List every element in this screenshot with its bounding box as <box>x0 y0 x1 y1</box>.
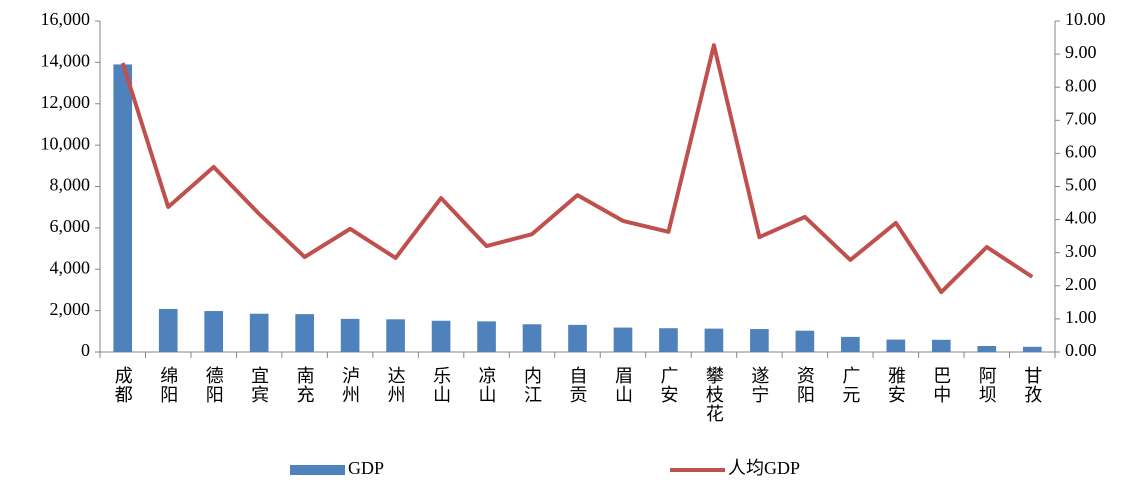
y-tick-label: 12,000 <box>41 92 91 112</box>
y-tick-label: 0 <box>81 340 90 360</box>
x-tick-label: 泸州 <box>340 366 360 404</box>
bar <box>931 339 951 352</box>
bar <box>158 308 178 352</box>
bar <box>886 339 906 352</box>
x-tick-label: 广元 <box>840 366 860 404</box>
y2-tick-label: 0.00 <box>1065 340 1097 360</box>
x-tick-label: 自贡 <box>568 366 588 404</box>
bar <box>704 328 724 352</box>
x-tick-label: 巴中 <box>931 366 951 404</box>
y2-tick-label: 1.00 <box>1065 307 1097 327</box>
x-tick-label: 南充 <box>295 366 315 404</box>
x-tick-label: 阿坝 <box>977 366 997 404</box>
x-tick-label: 乐山 <box>431 366 451 404</box>
y2-tick-label: 4.00 <box>1065 208 1097 228</box>
y-tick-label: 16,000 <box>41 9 91 29</box>
bar <box>295 314 314 352</box>
x-tick-label: 遂宁 <box>749 366 769 404</box>
x-tick-label: 甘孜 <box>1022 366 1042 404</box>
x-tick-label: 绵阳 <box>158 366 178 404</box>
y2-tick-label: 5.00 <box>1065 175 1097 195</box>
x-tick-label: 攀枝花 <box>704 366 724 423</box>
y2-tick-label: 3.00 <box>1065 241 1097 261</box>
bar <box>386 319 405 352</box>
bar <box>1022 346 1042 352</box>
bar <box>613 327 633 352</box>
bar <box>841 336 860 352</box>
x-tick-label: 眉山 <box>613 366 633 404</box>
x-tick-label: 雅安 <box>886 366 906 404</box>
x-tick-label: 成都 <box>113 366 133 404</box>
bar <box>340 318 360 352</box>
bar <box>750 329 769 352</box>
y-tick-label: 6,000 <box>50 216 91 236</box>
y2-tick-label: 9.00 <box>1065 42 1097 62</box>
bar <box>977 346 997 352</box>
x-tick-label: 资阳 <box>795 366 815 404</box>
x-tick-label: 广安 <box>658 366 678 404</box>
x-tick-label: 内江 <box>522 366 542 404</box>
bar <box>522 324 542 352</box>
y2-tick-label: 2.00 <box>1065 274 1097 294</box>
y-tick-label: 2,000 <box>50 299 91 319</box>
bar <box>477 321 496 352</box>
x-tick-label: 凉山 <box>477 366 497 404</box>
y2-tick-label: 7.00 <box>1065 108 1097 128</box>
y-tick-label: 8,000 <box>50 175 91 195</box>
y-tick-label: 14,000 <box>41 51 91 71</box>
y-tick-label: 10,000 <box>41 133 91 153</box>
y-tick-label: 4,000 <box>50 257 91 277</box>
bar <box>113 64 133 352</box>
bar <box>568 324 587 352</box>
x-tick-label: 达州 <box>386 366 406 404</box>
x-tick-label: 德阳 <box>204 366 224 404</box>
bar <box>204 311 224 352</box>
line <box>120 43 1034 295</box>
bar <box>659 328 678 352</box>
y2-tick-label: 8.00 <box>1065 75 1097 95</box>
x-tick-label: 宜宾 <box>249 366 269 404</box>
y2-tick-label: 10.00 <box>1065 9 1106 29</box>
legend-label: GDP <box>348 458 384 478</box>
y2-tick-label: 6.00 <box>1065 142 1097 162</box>
legend-swatch <box>290 465 345 475</box>
bar <box>431 320 451 352</box>
bar <box>795 330 815 352</box>
legend-label: 人均GDP <box>728 458 800 478</box>
bar <box>249 313 269 352</box>
